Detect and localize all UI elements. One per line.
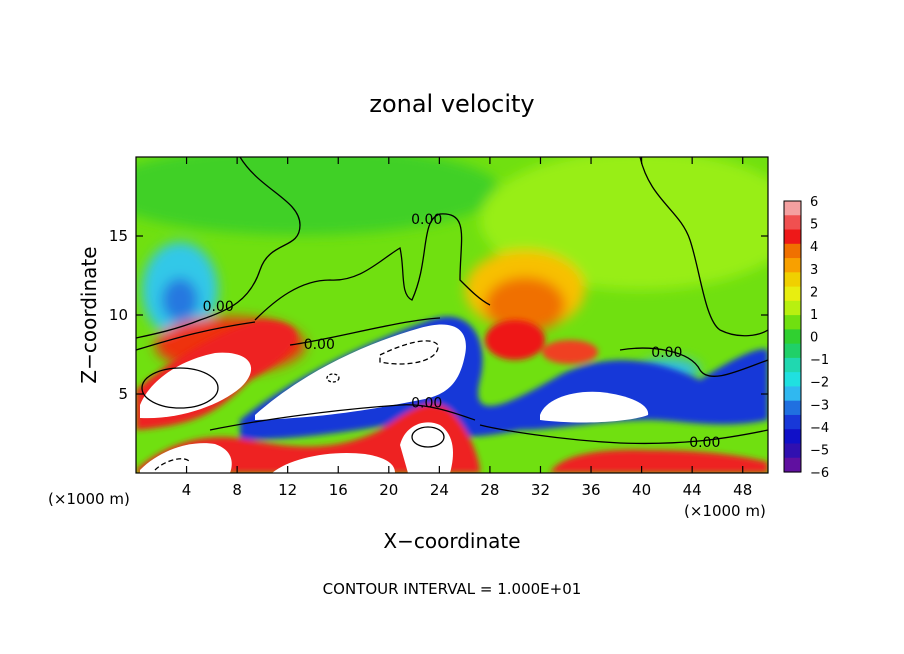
x-tick-label-10: 44 <box>683 481 702 499</box>
x-tick-label-9: 40 <box>632 481 651 499</box>
x-unit-left: (×1000 m) <box>48 490 130 508</box>
colorbar-swatches <box>784 201 801 473</box>
colorbar-swatch-6 <box>784 286 801 302</box>
colorbar-swatch-13 <box>784 386 801 402</box>
colorbar-tick-label-2: 4 <box>810 240 818 255</box>
x-axis-label: X−coordinate <box>383 529 520 553</box>
x-unit-right: (×1000 m) <box>684 502 766 520</box>
zero-contour-bottom-left <box>209 404 476 431</box>
white-region-1 <box>140 352 252 419</box>
colorbar-swatch-14 <box>784 400 801 416</box>
y-axis-label: Z−coordinate <box>77 246 101 383</box>
colorbar-swatch-4 <box>784 258 801 273</box>
x-tick-labels: 4 8 12 16 20 24 28 32 36 40 44 48 <box>182 481 752 499</box>
colorbar-tick-label-8: −2 <box>810 376 829 391</box>
colorbar-tick-labels: 6 5 4 3 2 1 0 −1 −2 −3 −4 −5 −6 <box>810 195 829 481</box>
colorbar: 6 5 4 3 2 1 0 −1 −2 −3 −4 −5 −6 <box>783 195 829 481</box>
colorbar-tick-label-11: −5 <box>810 443 829 458</box>
contour-interval-footer: CONTOUR INTERVAL = 1.000E+01 <box>323 580 582 598</box>
contour-dashed-2 <box>154 458 191 471</box>
saturated-regions <box>140 324 649 473</box>
contour-label-1: 0.00 <box>304 337 335 353</box>
white-region-4 <box>140 443 232 473</box>
colorbar-tick-label-3: 3 <box>810 263 818 278</box>
colorbar-swatch-7 <box>784 300 801 316</box>
zero-contour-right-mid <box>619 347 768 377</box>
white-region-3 <box>540 391 649 423</box>
colorbar-swatch-17 <box>784 443 801 459</box>
contour-label-5: 0.00 <box>689 435 720 451</box>
colorbar-tick-label-10: −4 <box>810 421 829 436</box>
colorbar-swatch-12 <box>784 372 801 388</box>
field-orange <box>485 277 565 333</box>
colorbar-tick-label-9: −3 <box>810 398 829 413</box>
field-upper-light-green <box>136 157 500 235</box>
colorbar-swatch-1 <box>784 215 801 231</box>
colorbar-swatch-9 <box>784 329 801 345</box>
colorbar-swatch-3 <box>784 243 801 259</box>
colorbar-swatch-8 <box>784 315 801 330</box>
zero-contour-lower <box>136 321 256 351</box>
contour-label-3: 0.00 <box>411 395 442 411</box>
contour-loop-1 <box>141 367 219 409</box>
white-region-6 <box>400 422 453 473</box>
colorbar-tick-label-5: 1 <box>810 308 818 323</box>
x-tick-label-4: 20 <box>379 481 398 499</box>
colorbar-tick-label-0: 6 <box>810 195 818 210</box>
colorbar-swatch-5 <box>784 272 801 288</box>
colorbar-swatch-10 <box>784 343 801 359</box>
colorbar-swatch-16 <box>784 429 801 445</box>
x-tick-label-8: 36 <box>581 481 600 499</box>
colorbar-swatch-11 <box>784 357 801 373</box>
contour-label-4: 0.00 <box>651 345 682 361</box>
contour-small-loop <box>326 373 340 383</box>
x-tick-label-1: 8 <box>232 481 242 499</box>
plot-area: 0.00 0.00 0.00 0.00 0.00 0.00 <box>135 156 769 474</box>
x-tick-label-6: 28 <box>480 481 499 499</box>
y-tick-label-2: 15 <box>109 227 128 245</box>
contour-label-0: 0.00 <box>203 299 234 315</box>
colorbar-frame <box>783 200 802 473</box>
zero-contour-bottom <box>479 424 768 445</box>
zero-contour-right <box>639 157 768 337</box>
x-tick-label-2: 12 <box>278 481 297 499</box>
white-region-2 <box>255 324 466 420</box>
contour-labels-layer: 0.00 0.00 0.00 0.00 0.00 0.00 <box>203 212 721 451</box>
contour-lines <box>136 157 768 471</box>
zero-contour-mid-lower <box>289 317 441 346</box>
colorbar-swatch-15 <box>784 414 801 430</box>
colorbar-swatch-2 <box>784 229 801 245</box>
colorbar-tick-label-12: −6 <box>810 466 829 481</box>
contour-loop-2 <box>411 426 445 448</box>
y-tick-label-1: 10 <box>109 306 128 324</box>
band-center-red <box>485 320 545 360</box>
colorbar-tick-label-6: 0 <box>810 331 818 346</box>
chart-title: zonal velocity <box>369 90 534 118</box>
zero-contour-mid <box>254 213 491 321</box>
x-tick-label-11: 48 <box>733 481 752 499</box>
y-tick-labels: 5 10 15 <box>109 227 128 403</box>
axis-ticks <box>136 157 768 473</box>
x-tick-label-3: 16 <box>329 481 348 499</box>
colorbar-swatch-0 <box>784 201 801 216</box>
colorbar-tick-label-7: −1 <box>810 353 829 368</box>
colorbar-swatch-18 <box>784 457 801 473</box>
band-bottom-right-red <box>550 449 768 473</box>
zero-contour-upper <box>136 157 301 339</box>
band-center-right-red <box>542 340 598 364</box>
x-tick-label-5: 24 <box>430 481 449 499</box>
field-blue-core <box>162 278 198 322</box>
x-tick-label-0: 4 <box>182 481 192 499</box>
colorbar-tick-label-4: 2 <box>810 285 818 300</box>
x-tick-label-7: 32 <box>531 481 550 499</box>
colorbar-tick-label-1: 5 <box>810 218 818 233</box>
y-tick-label-0: 5 <box>118 385 128 403</box>
contour-label-2: 0.00 <box>411 212 442 228</box>
white-region-5 <box>272 452 395 473</box>
